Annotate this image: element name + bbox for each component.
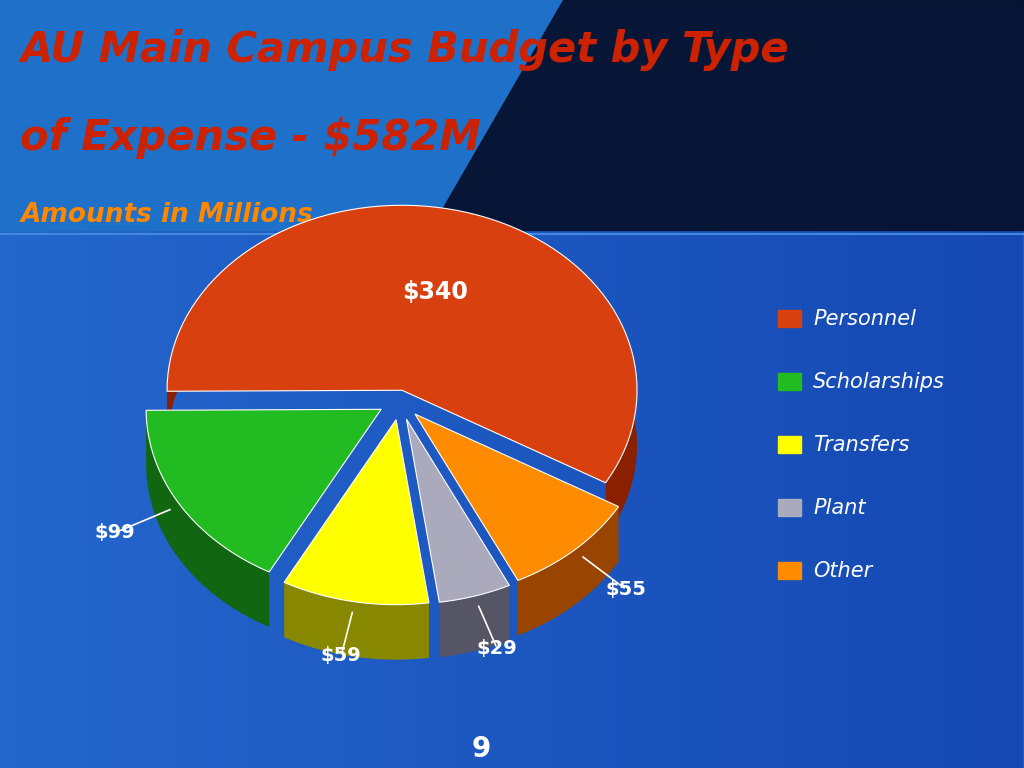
Text: of Expense - $582M: of Expense - $582M [20,118,481,159]
Bar [778,562,801,579]
Bar [778,373,801,390]
Polygon shape [407,419,509,602]
Text: 9: 9 [472,735,490,763]
Polygon shape [430,0,1024,230]
Text: Scholarships: Scholarships [813,372,945,392]
Text: $59: $59 [321,647,361,665]
Text: Plant: Plant [813,498,865,518]
Polygon shape [167,205,637,483]
Bar [778,499,801,516]
Polygon shape [284,419,429,604]
Text: AU Main Campus Budget by Type: AU Main Campus Budget by Type [20,29,790,71]
Text: $340: $340 [402,280,468,304]
Polygon shape [146,410,269,627]
Text: $55: $55 [606,580,647,599]
Text: Amounts in Millions: Amounts in Millions [20,202,313,228]
Text: $99: $99 [95,523,135,542]
Polygon shape [439,585,509,657]
Text: Personnel: Personnel [813,309,915,329]
Text: Transfers: Transfers [813,435,909,455]
Polygon shape [167,205,637,538]
Text: Other: Other [813,561,872,581]
Bar [778,436,801,453]
Bar [778,310,801,327]
Polygon shape [518,507,618,635]
Polygon shape [284,582,429,660]
Polygon shape [146,409,381,572]
Text: $29: $29 [477,639,517,658]
Polygon shape [415,414,618,581]
Bar [0,0,1024,230]
